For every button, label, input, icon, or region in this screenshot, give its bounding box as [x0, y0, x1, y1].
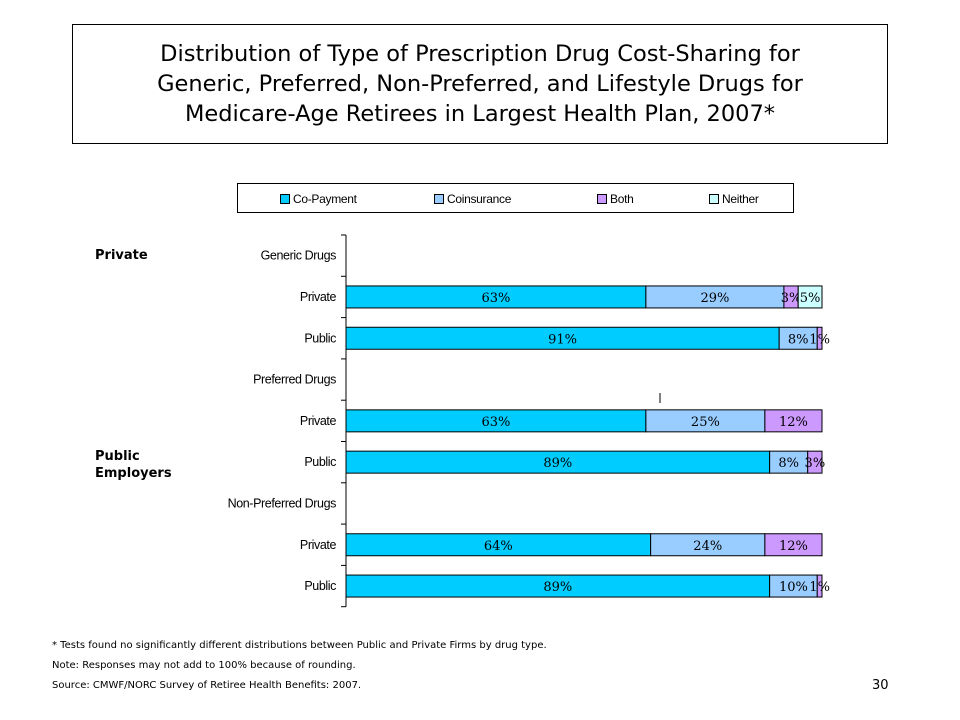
chart-title: Distribution of Type of Prescription Dru…	[157, 41, 803, 127]
data-label-coinsurance-private: 24%	[693, 539, 722, 554]
footnote-tests: * Tests found no significantly different…	[52, 640, 547, 651]
tick-label-non-preferred-drugs: Non-Preferred Drugs	[228, 496, 337, 510]
bar-both-public	[816, 326, 823, 350]
tick-label-private: Private	[300, 538, 337, 552]
data-label-both-public: 1%	[809, 332, 830, 347]
tick-label-preferred-drugs: Preferred Drugs	[253, 373, 336, 387]
legend-item-co-payment: Co-Payment	[280, 192, 357, 206]
legend-swatch-both	[597, 194, 607, 204]
legend: Co-Payment Coinsurance Both Neither	[237, 183, 794, 213]
data-label-both-private: 12%	[779, 539, 808, 554]
data-label-coinsurance-public: 8%	[778, 456, 799, 471]
legend-label-both: Both	[610, 192, 634, 206]
legend-item-neither: Neither	[709, 192, 759, 206]
bar-both-private	[764, 409, 823, 433]
tick-label-private: Private	[300, 290, 337, 304]
data-label-co-payment-public: 89%	[543, 580, 572, 595]
legend-label-co-payment: Co-Payment	[293, 192, 357, 206]
data-label-co-payment-public: 89%	[543, 456, 572, 471]
bar-both-public	[816, 574, 823, 598]
tick-label-public: Public	[304, 455, 336, 469]
legend-item-coinsurance: Coinsurance	[434, 192, 511, 206]
bar-both-public	[807, 450, 823, 474]
group-label-public-employers: Public Employers	[95, 449, 172, 481]
data-label-both-public: 1%	[809, 580, 830, 595]
data-label-coinsurance-private: 29%	[700, 291, 729, 306]
data-label-co-payment-public: 91%	[548, 332, 577, 347]
data-label-coinsurance-private: 25%	[691, 415, 720, 430]
footnote-source: Source: CMWF/NORC Survey of Retiree Heal…	[52, 680, 362, 691]
data-label-both-private: 12%	[779, 415, 808, 430]
title-box: Distribution of Type of Prescription Dru…	[72, 24, 888, 144]
legend-swatch-neither	[709, 194, 719, 204]
tick-label-public: Public	[304, 331, 336, 345]
legend-swatch-coinsurance	[434, 194, 444, 204]
data-label-neither-private: 5%	[800, 291, 821, 306]
legend-label-coinsurance: Coinsurance	[447, 192, 512, 206]
data-label-co-payment-private: 63%	[481, 415, 510, 430]
page-number: 30	[872, 678, 889, 693]
data-label-both-private: 3%	[781, 291, 802, 306]
bar-neither-private	[797, 285, 823, 309]
tick-label-public: Public	[304, 579, 336, 593]
tick-label-private: Private	[300, 414, 337, 428]
data-label-coinsurance-public: 10%	[779, 580, 808, 595]
legend-label-neither: Neither	[722, 192, 759, 206]
data-label-both-public: 3%	[805, 456, 826, 471]
legend-swatch-co-payment	[280, 194, 290, 204]
data-label-coinsurance-public: 8%	[788, 332, 809, 347]
tick-label-generic-drugs: Generic Drugs	[261, 249, 337, 263]
legend-item-both: Both	[597, 192, 634, 206]
data-label-co-payment-private: 64%	[484, 539, 513, 554]
data-label-co-payment-private: 63%	[481, 291, 510, 306]
group-label-private: Private	[95, 248, 148, 263]
bar-both-private	[764, 533, 823, 557]
footnote-note: Note: Responses may not add to 100% beca…	[52, 660, 356, 671]
